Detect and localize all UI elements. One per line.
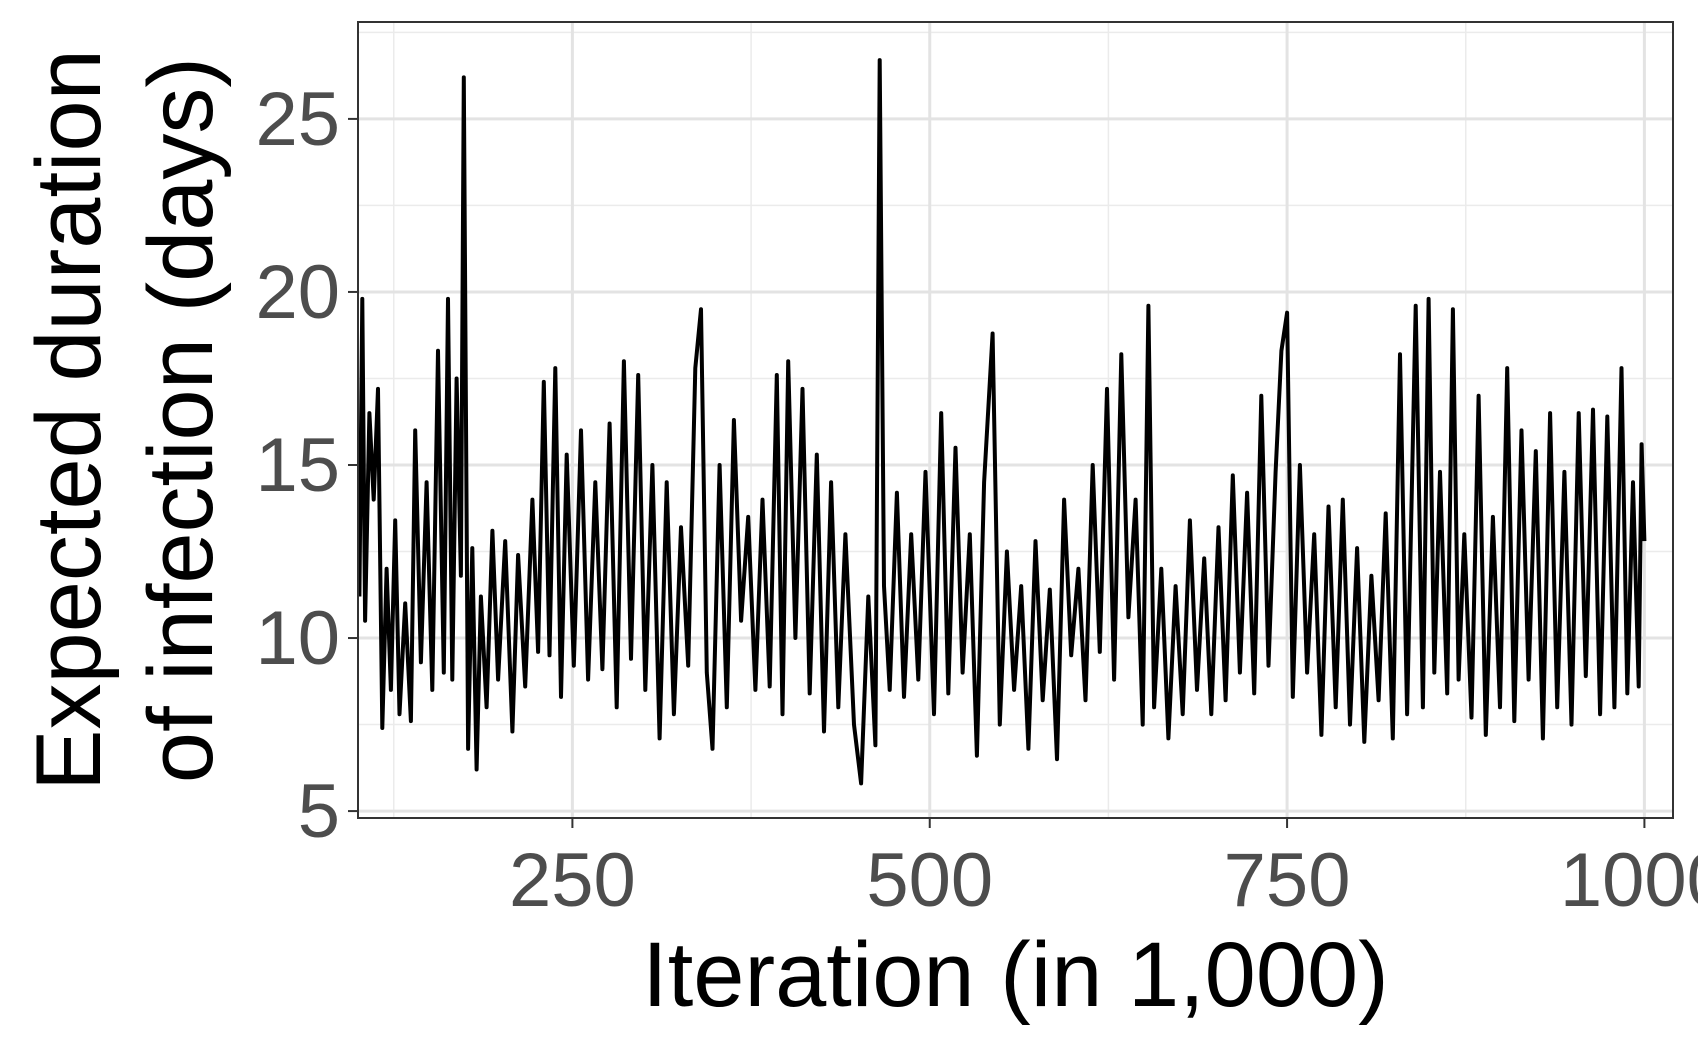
x-tick-label: 1000: [1560, 838, 1698, 923]
x-tick-label: 500: [866, 838, 993, 923]
y-tick-label: 5: [298, 769, 340, 854]
y-tick-label: 25: [255, 77, 340, 162]
series-layer: [357, 58, 1647, 786]
y-axis-title-line2: of infection (days): [130, 57, 232, 783]
y-tick-label: 20: [255, 250, 340, 335]
x-axis-title: Iteration (in 1,000): [642, 924, 1389, 1026]
x-tick-label: 250: [509, 838, 636, 923]
grid-major: [358, 22, 1673, 818]
x-axis: 250 500 750 1000: [509, 818, 1698, 923]
y-tick-label: 15: [255, 423, 340, 508]
x-tick-label: 750: [1224, 838, 1351, 923]
panel-border: [357, 21, 1674, 819]
y-axis-title-line1: Expected duration: [18, 49, 120, 791]
series-line: [357, 58, 1647, 786]
y-axis: 5 10 15 20 25: [255, 77, 358, 854]
y-tick-label: 10: [255, 596, 340, 681]
